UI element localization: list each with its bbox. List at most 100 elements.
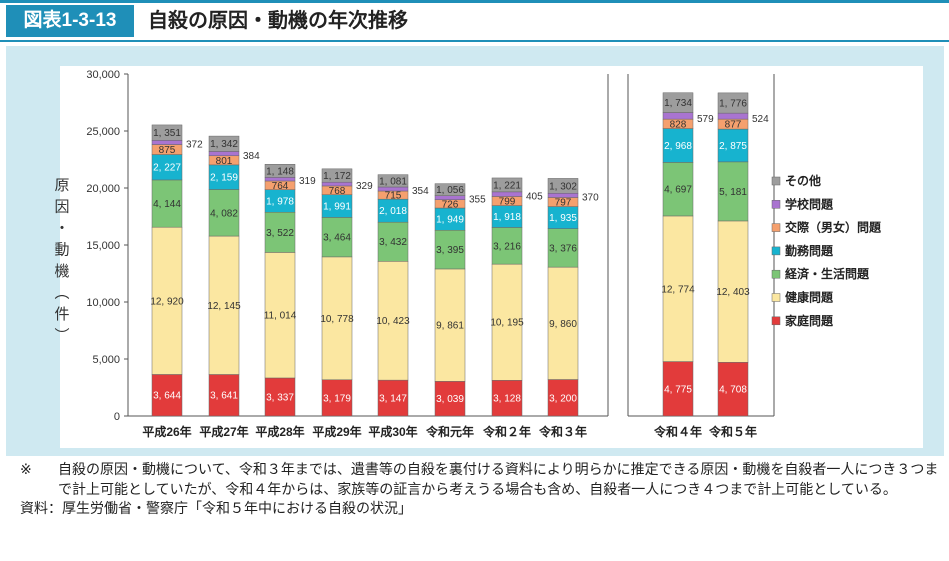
bar-segment	[434, 229, 466, 270]
data-label: 3, 179	[323, 393, 351, 404]
data-label: 10, 778	[320, 314, 354, 325]
data-label: 1, 148	[266, 166, 294, 177]
data-label: 3, 337	[266, 392, 294, 403]
bar-segment	[662, 162, 694, 217]
data-label: 801	[216, 156, 233, 167]
bar-segment	[151, 226, 183, 375]
legend-label: 家庭問題	[785, 313, 834, 328]
legend-swatch	[771, 269, 781, 279]
bar-segment	[547, 193, 579, 198]
bar-segment	[717, 112, 749, 120]
data-label: 4, 082	[210, 208, 238, 219]
data-label: 799	[499, 197, 516, 208]
legend-swatch	[771, 200, 781, 209]
legend-swatch	[771, 223, 781, 232]
data-label: 726	[442, 199, 459, 210]
bar-segment	[717, 92, 749, 114]
data-label: 1, 302	[549, 181, 577, 192]
x-tick-label: 平成29年	[312, 424, 361, 439]
bar-segment	[264, 377, 296, 417]
data-label: 2, 018	[379, 206, 407, 217]
data-label: 1, 991	[323, 202, 351, 213]
x-tick-label: 令和元年	[425, 424, 474, 439]
data-label: 3, 432	[379, 237, 407, 248]
data-label: 11, 014	[264, 311, 297, 322]
bar-segment	[151, 154, 183, 181]
x-tick-label: 平成26年	[142, 424, 191, 439]
bar-segment	[321, 181, 353, 187]
bar-segment	[491, 177, 523, 193]
legend-label: 経済・生活問題	[785, 266, 870, 281]
bar-segment	[377, 186, 409, 192]
notes-block: ※ 自殺の原因・動機について、令和３年までは、遺書等の自殺を裏付ける資料により明…	[20, 460, 940, 519]
bar-segment	[491, 263, 523, 381]
data-label: 3, 128	[493, 394, 521, 405]
bar-segment	[491, 227, 523, 265]
legend-label: 勤務問題	[785, 243, 834, 258]
y-tick-label: 20,000	[86, 183, 120, 195]
data-label: 12, 403	[716, 287, 750, 298]
bar-segment	[662, 92, 694, 113]
y-tick-label: 0	[114, 411, 120, 423]
data-label: 715	[385, 191, 402, 202]
data-label: 4, 144	[153, 199, 181, 210]
note-mark: ※	[20, 461, 32, 477]
bar-segment	[208, 135, 240, 152]
bar-segment	[547, 178, 579, 194]
data-label: 1, 978	[266, 196, 294, 207]
data-label: 4, 697	[664, 185, 692, 196]
data-label: 4, 708	[719, 385, 747, 396]
bar-segment	[434, 268, 466, 382]
data-label: 3, 147	[379, 394, 407, 405]
x-tick-label: 平成28年	[255, 424, 304, 439]
bar-segment	[321, 168, 353, 183]
header-top-rule	[0, 0, 949, 3]
data-label: 828	[670, 119, 687, 130]
figure-title: 自殺の原因・動機の年次推移	[148, 10, 408, 32]
data-label: 3, 200	[549, 393, 577, 404]
bar-segment	[151, 374, 183, 417]
bar-segment	[208, 235, 240, 375]
bar-segment	[208, 151, 240, 157]
x-tick-label: 令和３年	[538, 424, 587, 439]
data-label: 10, 195	[490, 318, 524, 329]
data-label: 12, 145	[207, 301, 241, 312]
data-label: 1, 776	[719, 99, 747, 110]
x-tick-label: 平成27年	[199, 424, 248, 439]
legend-swatch	[771, 293, 781, 302]
data-label: 1, 172	[323, 171, 351, 182]
legend-label: 学校問題	[785, 196, 834, 211]
legend-swatch	[771, 176, 781, 186]
bar-segment	[491, 191, 523, 197]
bar-segment	[264, 164, 296, 178]
data-label: 579	[697, 114, 714, 125]
bar-segment	[151, 124, 183, 141]
bar-segment	[321, 217, 353, 258]
data-label: 768	[329, 186, 346, 197]
data-label: 405	[526, 191, 543, 202]
bar-segment	[321, 379, 353, 417]
data-label: 355	[469, 195, 486, 206]
legend-label: 健康問題	[785, 290, 834, 305]
data-label: 10, 423	[376, 316, 410, 327]
bar-segment	[662, 112, 694, 120]
note-text: 自殺の原因・動機について、令和３年までは、遺書等の自殺を裏付ける資料により明らか…	[58, 461, 939, 497]
y-tick-label: 25,000	[86, 126, 120, 138]
data-label: 4, 775	[664, 384, 692, 395]
data-label: 370	[582, 192, 599, 203]
bar-segment	[434, 195, 466, 200]
bar-segment	[662, 215, 694, 362]
data-label: 3, 644	[153, 391, 181, 402]
data-label: 1, 949	[436, 215, 464, 226]
y-tick-label: 30,000	[86, 69, 120, 81]
data-label: 3, 039	[436, 394, 464, 405]
data-label: 2, 227	[153, 163, 181, 174]
bar-segment	[717, 220, 749, 363]
data-label: 1, 081	[379, 176, 407, 187]
data-label: 3, 522	[266, 228, 294, 239]
data-label: 1, 056	[436, 185, 464, 196]
bar-segment	[321, 256, 353, 381]
data-label: 3, 641	[210, 391, 238, 402]
data-label: 12, 920	[150, 296, 184, 307]
bar-segment	[434, 183, 466, 196]
